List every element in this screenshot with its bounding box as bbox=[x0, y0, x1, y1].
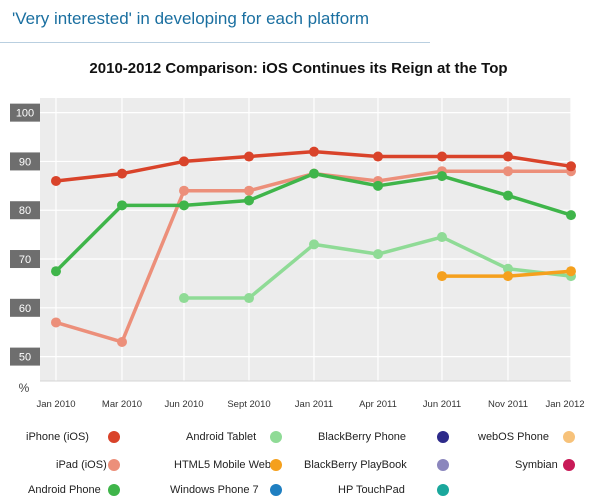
data-point-iphone-ios bbox=[179, 156, 189, 167]
x-tick-label: Nov 2011 bbox=[488, 399, 528, 410]
y-tick-label: 80 bbox=[19, 205, 31, 217]
data-point-iphone-ios bbox=[566, 161, 576, 172]
data-points bbox=[51, 146, 576, 347]
legend-label-iphone-ios: iPhone (iOS) bbox=[26, 431, 89, 443]
data-point-iphone-ios bbox=[244, 151, 254, 162]
data-point-iphone-ios bbox=[309, 146, 319, 157]
legend-label-html5-mobile-web: HTML5 Mobile Web bbox=[174, 459, 271, 471]
y-tick-label: 100 bbox=[16, 108, 34, 120]
y-tick-label: 70 bbox=[19, 254, 31, 266]
y-tick-label: 50 bbox=[19, 352, 31, 364]
y-tick-badge bbox=[10, 250, 40, 269]
legend-label-windows-phone-7: Windows Phone 7 bbox=[170, 484, 259, 496]
y-axis-label: % bbox=[19, 381, 30, 395]
legend-label-blackberry-phone: BlackBerry Phone bbox=[318, 431, 407, 443]
legend-swatch-hp-touchpad bbox=[437, 484, 449, 496]
x-tick-label: Jan 2012 bbox=[545, 399, 584, 410]
data-point-android-phone bbox=[309, 168, 319, 179]
legend-swatch-webos-phone bbox=[563, 431, 575, 443]
legend-label-hp-touchpad: HP TouchPad bbox=[338, 484, 405, 496]
data-point-ipad-ios bbox=[51, 317, 61, 328]
data-point-android-tablet bbox=[437, 232, 447, 243]
x-axis: Jan 2010 Mar 2010 Jun 2010 Sept 2010 Jan 201… bbox=[36, 380, 585, 410]
banner: 'Very interested' in developing for each… bbox=[0, 0, 597, 44]
legend-label-android-phone: Android Phone bbox=[28, 484, 101, 496]
data-point-android-phone bbox=[51, 266, 61, 277]
banner-title: 'Very interested' in developing for each… bbox=[12, 9, 370, 28]
data-point-android-tablet bbox=[309, 239, 319, 250]
y-tick-badge bbox=[10, 347, 40, 366]
data-point-android-phone bbox=[503, 190, 513, 201]
legend-label-android-tablet: Android Tablet bbox=[186, 431, 257, 443]
legend-swatch-android-tablet bbox=[270, 431, 282, 443]
line-chart: 50 60 70 80 90 100 Jan 2010 Mar 2010 Jun 2010 Se… bbox=[10, 98, 585, 410]
data-point-android-phone bbox=[373, 180, 383, 191]
data-point-html5-mobile-web bbox=[437, 271, 447, 282]
x-tick-label: Jun 2010 bbox=[164, 399, 203, 410]
x-tick-label: Jan 2011 bbox=[295, 399, 333, 410]
legend-swatch-symbian bbox=[563, 459, 575, 471]
legend-swatch-windows-phone-7 bbox=[270, 484, 282, 496]
data-point-iphone-ios bbox=[373, 151, 383, 162]
data-point-android-phone bbox=[117, 200, 127, 211]
data-point-iphone-ios bbox=[437, 151, 447, 162]
data-point-android-phone bbox=[244, 195, 254, 206]
y-tick-badge bbox=[10, 103, 40, 122]
x-tick-label: Sept 2010 bbox=[227, 399, 270, 410]
banner-divider bbox=[0, 42, 430, 43]
data-point-android-tablet bbox=[244, 293, 254, 304]
data-point-html5-mobile-web bbox=[566, 266, 576, 277]
plot-area bbox=[40, 98, 571, 381]
legend: iPhone (iOS) Android Tablet BlackBerry Pho… bbox=[0, 424, 597, 500]
data-point-android-phone bbox=[437, 171, 447, 182]
data-point-android-phone bbox=[179, 200, 189, 211]
y-tick-badge bbox=[10, 152, 40, 171]
grid-lines bbox=[40, 98, 572, 381]
x-tick-label: Apr 2011 bbox=[359, 399, 397, 410]
legend-label-ipad-ios: iPad (iOS) bbox=[56, 459, 107, 471]
data-point-html5-mobile-web bbox=[503, 271, 513, 282]
chart-title: 2010-2012 Comparison: iOS Continues its … bbox=[89, 60, 508, 77]
legend-label-webos-phone: webOS Phone bbox=[478, 431, 549, 443]
legend-label-blackberry-playbook: BlackBerry PlayBook bbox=[304, 459, 407, 471]
data-point-ipad-ios bbox=[244, 185, 254, 196]
data-point-android-tablet bbox=[373, 249, 383, 260]
legend-swatch-android-phone bbox=[108, 484, 120, 496]
data-point-iphone-ios bbox=[51, 175, 61, 186]
x-tick-label: Mar 2010 bbox=[102, 399, 142, 410]
legend-swatch-ipad-ios bbox=[108, 459, 120, 471]
legend-swatch-html5-mobile-web bbox=[270, 459, 282, 471]
data-point-android-phone bbox=[566, 210, 576, 221]
y-axis: 50 60 70 80 90 100 bbox=[10, 103, 40, 366]
data-point-iphone-ios bbox=[503, 151, 513, 162]
y-tick-label: 90 bbox=[19, 156, 31, 168]
data-point-android-tablet bbox=[503, 263, 513, 274]
data-point-ipad-ios bbox=[117, 336, 127, 347]
x-tick-label: Jan 2010 bbox=[36, 399, 75, 410]
y-tick-badge bbox=[10, 298, 40, 317]
legend-swatch-blackberry-playbook bbox=[437, 459, 449, 471]
legend-swatch-iphone-ios bbox=[108, 431, 120, 443]
y-tick-label: 60 bbox=[19, 303, 31, 315]
y-tick-badge bbox=[10, 201, 40, 220]
legend-label-symbian: Symbian bbox=[515, 459, 558, 471]
data-point-iphone-ios bbox=[117, 168, 127, 179]
x-tick-label: Jun 2011 bbox=[423, 399, 461, 410]
legend-swatch-blackberry-phone bbox=[437, 431, 449, 443]
data-point-android-tablet bbox=[179, 293, 189, 304]
data-point-ipad-ios bbox=[179, 185, 189, 196]
data-point-ipad-ios bbox=[503, 166, 513, 177]
